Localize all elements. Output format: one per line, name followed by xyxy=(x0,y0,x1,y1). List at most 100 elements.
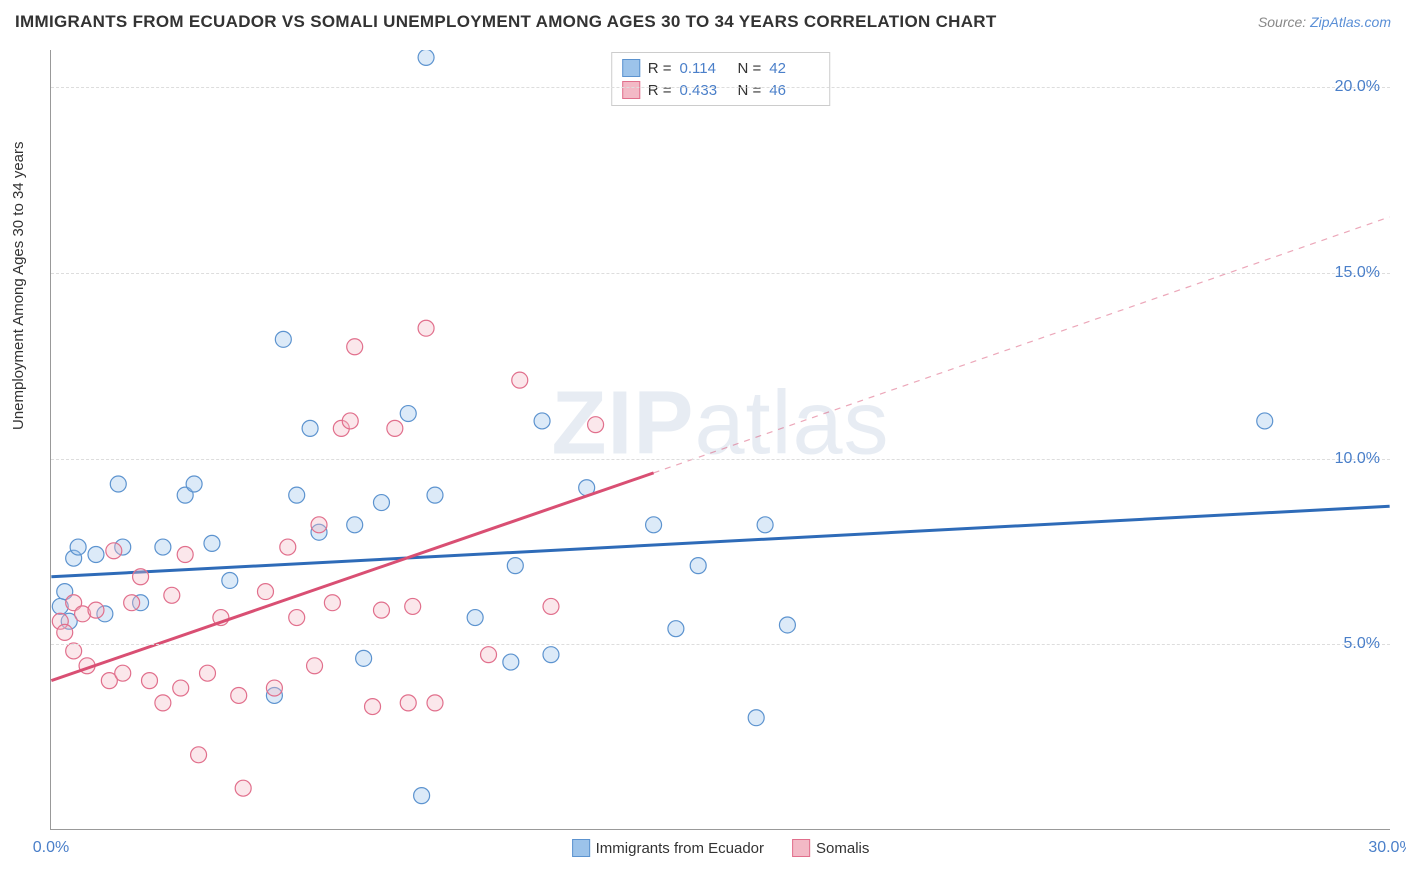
scatter-point xyxy=(204,535,220,551)
legend-r-label: R = xyxy=(648,60,672,77)
scatter-point xyxy=(373,602,389,618)
trend-line-extrapolated xyxy=(654,217,1390,473)
source-link[interactable]: ZipAtlas.com xyxy=(1310,14,1391,30)
scatter-point xyxy=(222,572,238,588)
legend-n-label: N = xyxy=(738,60,762,77)
legend-r-value: 0.114 xyxy=(680,60,730,77)
scatter-point xyxy=(88,602,104,618)
scatter-point xyxy=(235,780,251,796)
x-tick-label: 30.0% xyxy=(1368,839,1406,857)
scatter-point xyxy=(427,487,443,503)
y-axis-label: Unemployment Among Ages 30 to 34 years xyxy=(10,141,27,430)
scatter-point xyxy=(57,624,73,640)
gridline xyxy=(51,273,1390,274)
legend-series-name: Immigrants from Ecuador xyxy=(596,840,764,857)
legend-swatch xyxy=(622,59,640,77)
scatter-point xyxy=(257,584,273,600)
y-tick-label: 20.0% xyxy=(1335,78,1380,96)
series-legend: Immigrants from Ecuador Somalis xyxy=(572,839,870,857)
legend-swatch xyxy=(792,839,810,857)
scatter-point xyxy=(1257,413,1273,429)
legend-series-name: Somalis xyxy=(816,840,869,857)
scatter-point xyxy=(467,610,483,626)
scatter-point xyxy=(588,417,604,433)
scatter-point xyxy=(110,476,126,492)
scatter-point xyxy=(289,487,305,503)
gridline xyxy=(51,459,1390,460)
gridline xyxy=(51,87,1390,88)
scatter-point xyxy=(164,587,180,603)
scatter-point xyxy=(177,547,193,563)
scatter-point xyxy=(342,413,358,429)
legend-n-value: 46 xyxy=(769,82,819,99)
gridline xyxy=(51,644,1390,645)
plot-area: ZIPatlas R =0.114N =42R =0.433N =46 Immi… xyxy=(50,50,1390,830)
source-label: Source: ZipAtlas.com xyxy=(1258,14,1391,30)
scatter-point xyxy=(186,476,202,492)
scatter-point xyxy=(324,595,340,611)
legend-row: R = 0.114 N = 42 xyxy=(622,57,820,79)
legend-r-label: R = xyxy=(648,82,672,99)
scatter-point xyxy=(124,595,140,611)
scatter-point xyxy=(400,406,416,422)
scatter-point xyxy=(280,539,296,555)
chart-title: IMMIGRANTS FROM ECUADOR VS SOMALI UNEMPL… xyxy=(15,12,997,32)
scatter-point xyxy=(275,331,291,347)
scatter-point xyxy=(155,695,171,711)
scatter-point xyxy=(427,695,443,711)
scatter-point xyxy=(512,372,528,388)
legend-r-value: 0.433 xyxy=(680,82,730,99)
legend-swatch xyxy=(622,81,640,99)
scatter-point xyxy=(757,517,773,533)
scatter-point xyxy=(400,695,416,711)
scatter-point xyxy=(418,320,434,336)
scatter-point xyxy=(543,647,559,663)
scatter-point xyxy=(668,621,684,637)
scatter-point xyxy=(311,517,327,533)
scatter-point xyxy=(365,699,381,715)
scatter-point xyxy=(347,517,363,533)
scatter-point xyxy=(347,339,363,355)
legend-n-label: N = xyxy=(738,82,762,99)
scatter-point xyxy=(266,680,282,696)
scatter-point xyxy=(155,539,171,555)
scatter-point xyxy=(646,517,662,533)
scatter-plot-svg xyxy=(51,50,1390,829)
scatter-point xyxy=(748,710,764,726)
scatter-point xyxy=(88,547,104,563)
scatter-point xyxy=(307,658,323,674)
scatter-point xyxy=(302,420,318,436)
scatter-point xyxy=(356,650,372,666)
scatter-point xyxy=(289,610,305,626)
scatter-point xyxy=(66,643,82,659)
y-tick-label: 10.0% xyxy=(1335,450,1380,468)
legend-swatch xyxy=(572,839,590,857)
scatter-point xyxy=(106,543,122,559)
scatter-point xyxy=(173,680,189,696)
legend-item: Immigrants from Ecuador xyxy=(572,839,764,857)
y-tick-label: 5.0% xyxy=(1344,635,1380,653)
scatter-point xyxy=(543,598,559,614)
scatter-point xyxy=(503,654,519,670)
scatter-point xyxy=(191,747,207,763)
scatter-point xyxy=(418,50,434,65)
scatter-point xyxy=(115,665,131,681)
scatter-point xyxy=(387,420,403,436)
scatter-point xyxy=(200,665,216,681)
x-tick-label: 0.0% xyxy=(33,839,69,857)
scatter-point xyxy=(481,647,497,663)
scatter-point xyxy=(534,413,550,429)
scatter-point xyxy=(779,617,795,633)
legend-item: Somalis xyxy=(792,839,869,857)
legend-n-value: 42 xyxy=(769,60,819,77)
scatter-point xyxy=(373,495,389,511)
trend-line xyxy=(51,506,1389,576)
scatter-point xyxy=(133,569,149,585)
scatter-point xyxy=(70,539,86,555)
scatter-point xyxy=(414,788,430,804)
title-bar: IMMIGRANTS FROM ECUADOR VS SOMALI UNEMPL… xyxy=(15,12,1391,32)
scatter-point xyxy=(142,673,158,689)
legend-row: R = 0.433 N = 46 xyxy=(622,79,820,101)
scatter-point xyxy=(231,687,247,703)
y-tick-label: 15.0% xyxy=(1335,264,1380,282)
